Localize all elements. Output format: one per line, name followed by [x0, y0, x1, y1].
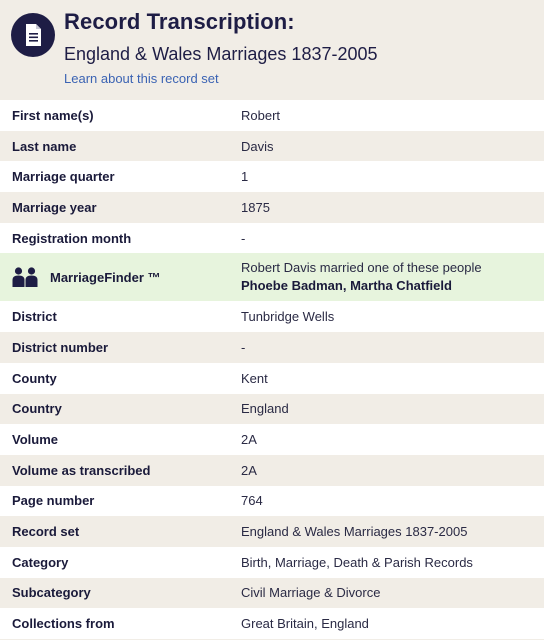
field-label: District number: [12, 339, 109, 355]
field-value: Robert: [241, 107, 281, 123]
table-row: Marriage quarter 1: [0, 161, 544, 193]
table-row: Category Birth, Marriage, Death & Parish…: [0, 546, 544, 578]
field-label: Page number: [12, 493, 95, 509]
table-row: Country England: [0, 393, 544, 425]
table-row: Registration month -: [0, 222, 544, 254]
page-title: Record Transcription:: [64, 9, 295, 34]
document-icon: [11, 13, 55, 57]
people-icon: [12, 267, 38, 288]
table-row: Page number 764: [0, 485, 544, 517]
table-row: Record set England & Wales Marriages 183…: [0, 516, 544, 547]
field-label: Country: [12, 401, 62, 417]
field-label: District: [12, 309, 57, 325]
field-label: Record set: [12, 524, 80, 540]
field-value: Great Britain, England: [241, 616, 369, 632]
field-value: Civil Marriage & Divorce: [241, 585, 381, 601]
table-row: First name(s) Robert: [0, 100, 544, 131]
table-row: District number -: [0, 332, 544, 363]
field-label: Volume as transcribed: [12, 462, 151, 478]
field-value: 1: [241, 169, 249, 185]
record-set-title: England & Wales Marriages 1837-2005: [64, 44, 378, 64]
marriage-finder-label: MarriageFinder ™: [0, 266, 229, 288]
field-label: Volume: [12, 432, 58, 448]
record-header: Record Transcription: England & Wales Ma…: [0, 0, 544, 100]
field-label: Subcategory: [12, 585, 91, 601]
field-label: Marriage quarter: [12, 169, 115, 185]
field-value: Birth, Marriage, Death & Parish Records: [241, 554, 473, 570]
field-label: Category: [12, 554, 69, 570]
field-value: Tunbridge Wells: [241, 309, 335, 325]
field-value: 1875: [241, 199, 270, 215]
table-row: Marriage year 1875: [0, 192, 544, 223]
table-row: Collections from Great Britain, England: [0, 608, 544, 639]
field-value: 764: [241, 493, 263, 509]
marriage-finder-value: Robert Davis married one of these people…: [229, 259, 544, 295]
field-label: Registration month: [12, 230, 132, 246]
spouse-candidates[interactable]: Phoebe Badman, Martha Chatfield: [241, 278, 452, 294]
table-row: District Tunbridge Wells: [0, 301, 544, 333]
table-row: Volume 2A: [0, 424, 544, 455]
field-value: Kent: [241, 370, 268, 386]
marriage-finder-intro: Robert Davis married one of these people: [241, 260, 482, 276]
learn-about-link[interactable]: Learn about this record set: [64, 71, 219, 86]
field-label: Last name: [12, 138, 77, 154]
field-value: England: [241, 401, 289, 417]
field-label: First name(s): [12, 107, 94, 123]
field-label: Collections from: [12, 616, 115, 632]
field-label: County: [12, 370, 57, 386]
field-value: 2A: [241, 432, 257, 448]
field-value: -: [241, 230, 246, 246]
marriage-finder-title: MarriageFinder ™: [50, 269, 161, 285]
table-row: County Kent: [0, 362, 544, 394]
table-row: Last name Davis: [0, 130, 544, 162]
field-label: Marriage year: [12, 199, 97, 215]
field-value: -: [241, 339, 246, 355]
field-value: England & Wales Marriages 1837-2005: [241, 524, 468, 540]
marriage-finder-row[interactable]: MarriageFinder ™ Robert Davis married on…: [0, 253, 544, 302]
table-row: Volume as transcribed 2A: [0, 454, 544, 486]
transcription-table: First name(s) Robert Last name Davis Mar…: [0, 100, 544, 639]
field-value: 2A: [241, 462, 257, 478]
field-value: Davis: [241, 138, 274, 154]
table-row: Subcategory Civil Marriage & Divorce: [0, 577, 544, 609]
